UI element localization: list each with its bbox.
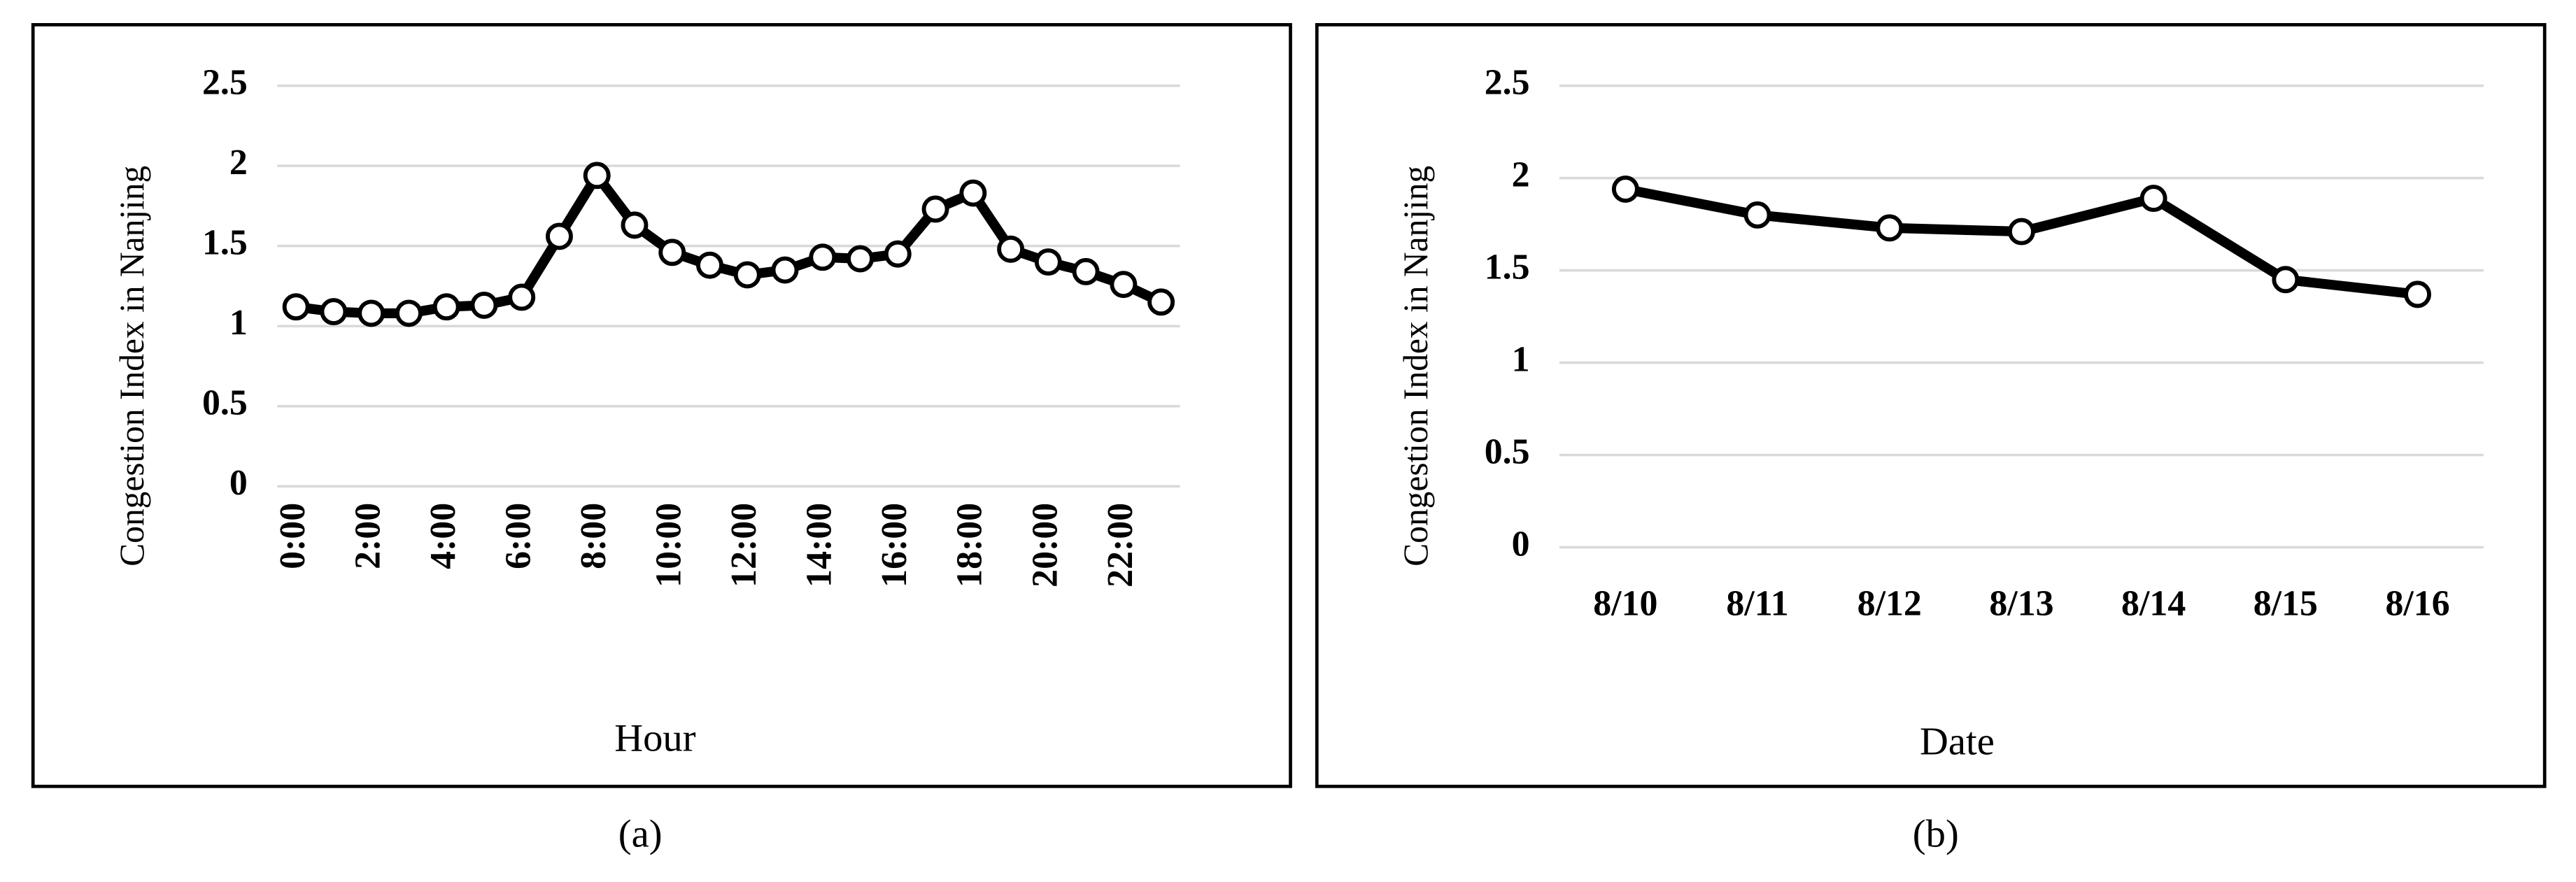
panel-frame [1315, 22, 2547, 788]
data-point [847, 245, 875, 273]
y-tick-label: 0 [1512, 524, 1530, 564]
x-tick-label: 16:00 [875, 503, 914, 588]
x-axis-title: Date [1920, 720, 1995, 763]
x-tick-label: 8/16 [2385, 583, 2449, 623]
y-tick-label: 1 [229, 303, 248, 343]
data-point [921, 195, 949, 223]
data-point [884, 240, 912, 268]
y-tick-label: 2 [229, 143, 248, 183]
data-point [358, 299, 385, 327]
data-point [2008, 218, 2035, 246]
data-point [282, 293, 310, 321]
x-tick-label: 8/14 [2121, 583, 2186, 623]
y-tick-label: 1.5 [1485, 247, 1530, 287]
data-point [658, 239, 686, 266]
y-tick-label: 0.5 [202, 383, 248, 423]
data-point [583, 162, 611, 190]
x-tick-label: 4:00 [423, 503, 463, 569]
data-point [1876, 214, 1904, 242]
data-point [1611, 175, 1639, 203]
x-tick-label: 6:00 [499, 503, 539, 569]
data-point [395, 299, 423, 327]
y-axis-title: Congestion Index in Nanjing [1396, 166, 1435, 567]
x-tick-label: 18:00 [950, 503, 990, 588]
x-tick-label: 12:00 [724, 503, 764, 588]
y-tick-label: 1 [1512, 339, 1530, 379]
data-point [1034, 248, 1062, 276]
data-point [621, 211, 649, 239]
data-point [771, 256, 799, 284]
data-point [508, 283, 536, 311]
x-tick-label: 8/15 [2253, 583, 2318, 623]
data-point [733, 261, 761, 289]
x-tick-label: 8:00 [574, 503, 614, 569]
data-point [2404, 280, 2432, 308]
panel-caption: (b) [1913, 812, 1959, 855]
y-tick-label: 2 [1512, 155, 1530, 194]
data-point [1072, 257, 1100, 285]
data-point [997, 235, 1025, 263]
x-tick-label: 20:00 [1025, 503, 1065, 588]
x-tick-label: 8/11 [1726, 583, 1788, 623]
y-axis-title: Congestion Index in Nanjing [113, 166, 151, 567]
data-point [470, 291, 498, 319]
y-tick-label: 0.5 [1485, 432, 1530, 471]
y-tick-label: 2.5 [1485, 62, 1530, 102]
data-point [959, 179, 987, 207]
data-point [432, 293, 460, 321]
y-tick-label: 0 [229, 463, 248, 503]
x-tick-label: 8/10 [1593, 583, 1657, 623]
data-point [1147, 288, 1175, 316]
data-point [2272, 266, 2300, 294]
x-tick-label: 14:00 [800, 503, 840, 588]
data-point [696, 251, 723, 279]
panel-frame [31, 22, 1292, 788]
data-point [320, 298, 348, 326]
x-axis-title: Hour [614, 717, 695, 760]
x-tick-label: 8/13 [1989, 583, 2053, 623]
y-tick-label: 1.5 [202, 223, 248, 263]
data-point [1743, 201, 1771, 229]
y-tick-label: 2.5 [202, 62, 248, 102]
data-line [295, 170, 1163, 318]
panel-caption: (a) [618, 812, 663, 855]
x-tick-label: 2:00 [348, 503, 388, 569]
data-point [1110, 271, 1138, 299]
data-point [2139, 185, 2167, 213]
x-tick-label: 22:00 [1101, 503, 1140, 588]
x-tick-label: 10:00 [649, 503, 689, 588]
x-tick-label: 8/12 [1857, 583, 1922, 623]
data-point [809, 243, 837, 271]
x-tick-label: 0:00 [273, 503, 313, 569]
data-point [546, 222, 573, 250]
